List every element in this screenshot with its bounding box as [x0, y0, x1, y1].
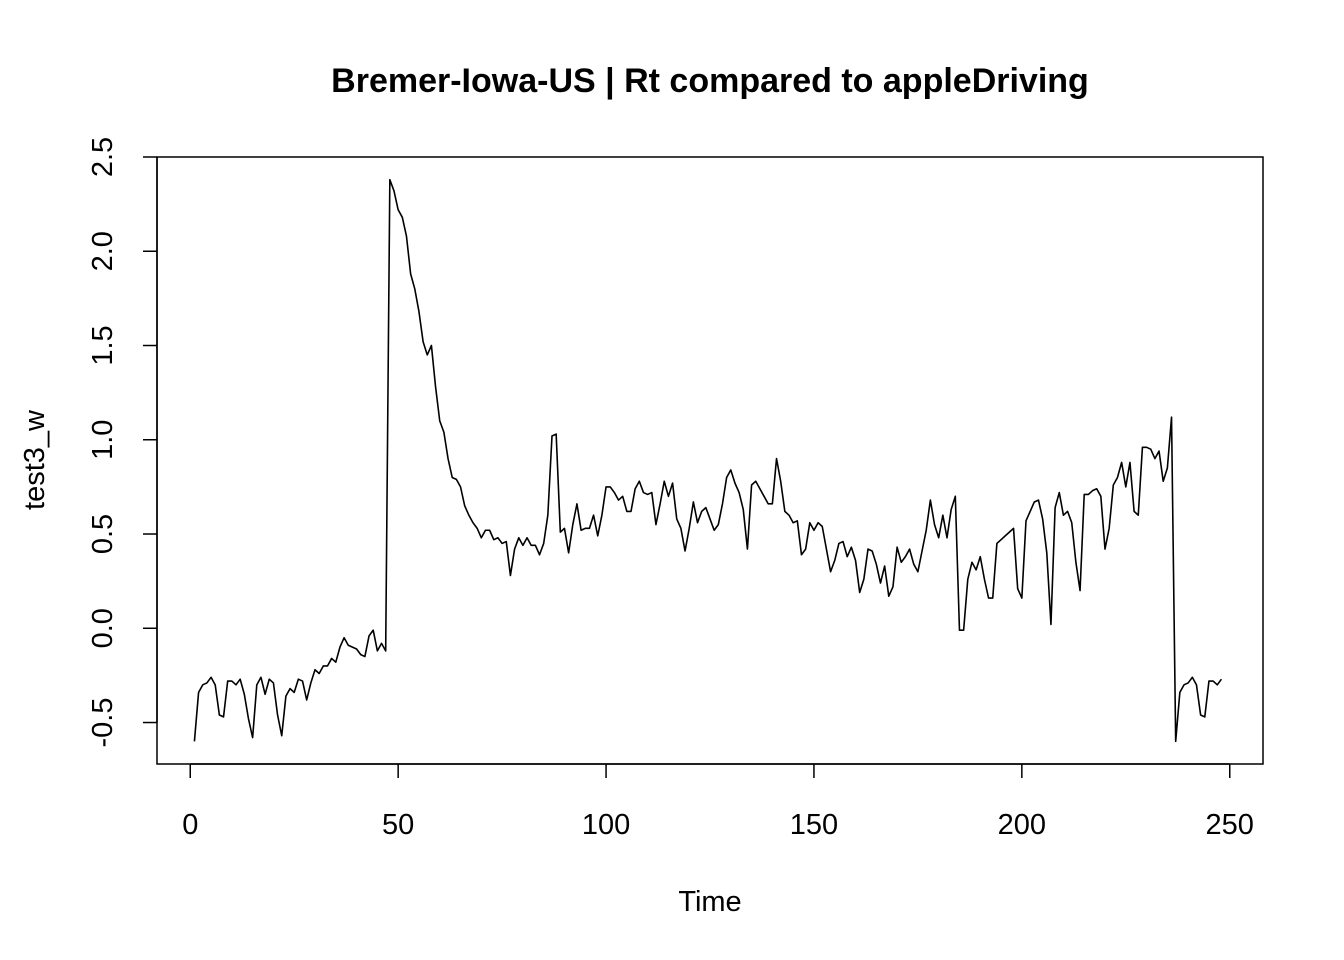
y-axis-label: test3_w: [19, 409, 51, 510]
y-tick-label: 1.0: [87, 420, 119, 460]
plot-frame: [156, 156, 1264, 765]
x-axis: 0 50 100 150 200 250: [182, 763, 1254, 841]
x-tick-label: 0: [182, 809, 198, 841]
y-tick-label: 2.0: [87, 231, 119, 271]
y-tick-label: 0.0: [87, 608, 119, 648]
x-tick-label: 100: [582, 809, 630, 841]
x-tick-label: 200: [998, 809, 1046, 841]
y-tick-label: -0.5: [87, 698, 119, 748]
series-line-0: [193, 178, 1223, 743]
y-tick-label: 2.5: [87, 137, 119, 177]
x-tick-label: 50: [382, 809, 414, 841]
y-axis: -0.5 0.0 0.5 1.0 1.5 2.0 2.5: [87, 137, 158, 748]
x-axis-label: Time: [678, 886, 741, 918]
y-tick-label: 1.5: [87, 325, 119, 365]
y-tick-label: 0.5: [87, 514, 119, 554]
series-layer: [193, 178, 1223, 743]
chart-title: Bremer-Iowa-US | Rt compared to appleDri…: [331, 62, 1089, 100]
x-tick-label: 150: [790, 809, 838, 841]
x-tick-label: 250: [1206, 809, 1254, 841]
